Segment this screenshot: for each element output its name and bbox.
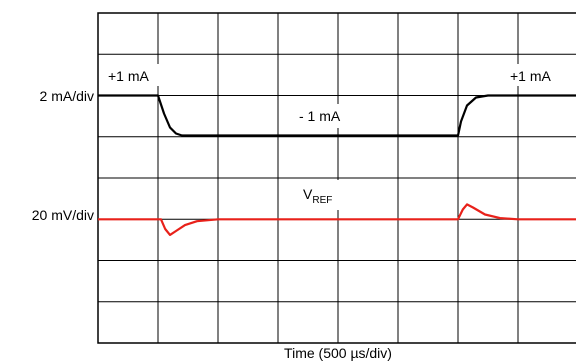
annotation-plus-1ma-left: +1 mA xyxy=(108,68,150,84)
grid xyxy=(98,13,576,343)
annotation-vref: VREF xyxy=(303,186,332,206)
traces xyxy=(98,94,576,236)
plot-frame xyxy=(97,12,576,344)
label-bg-minus xyxy=(290,104,366,128)
annotation-minus-1ma: - 1 mA xyxy=(299,108,341,124)
label-bg-right xyxy=(504,64,568,86)
scale-label-voltage: 20 mV/div xyxy=(32,207,94,223)
annotation-plus-1ma-right: +1 mA xyxy=(510,68,552,84)
vref-trace xyxy=(98,203,576,236)
label-bg-left xyxy=(104,64,160,86)
current-trace xyxy=(98,94,576,137)
annotation-vref-sub: REF xyxy=(312,195,332,206)
x-axis-label: Time (500 µs/div) xyxy=(284,345,392,361)
scale-label-current: 2 mA/div xyxy=(40,88,94,104)
annotation-vref-main: V xyxy=(303,186,313,202)
label-bg-vref xyxy=(296,180,352,210)
